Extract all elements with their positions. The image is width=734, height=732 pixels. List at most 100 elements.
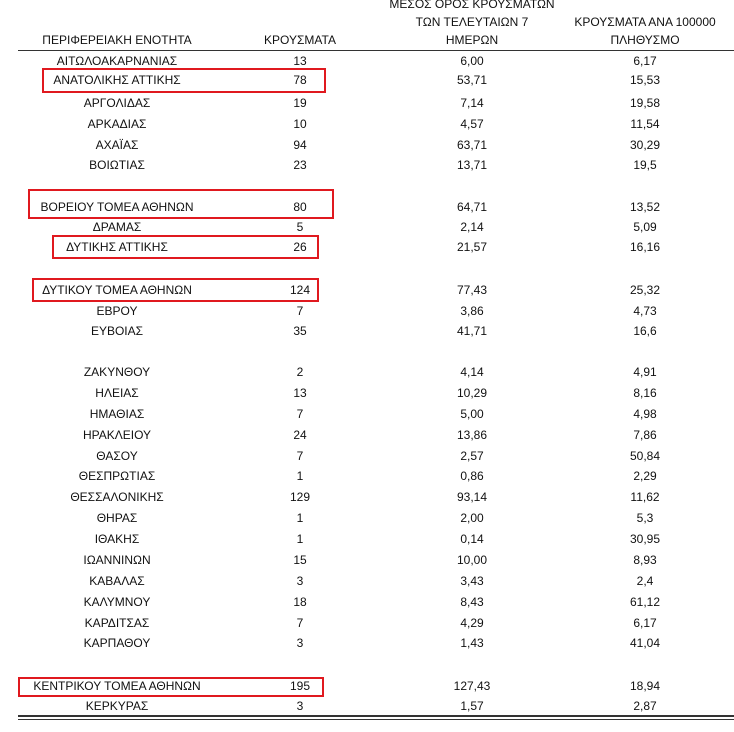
region-name: ΚΕΝΤΡΙΚΟΥ ΤΟΜΕΑ ΑΘΗΝΩΝ (33, 679, 201, 693)
table-cell: 7 (296, 407, 304, 421)
table-cell: 10,00 (456, 553, 488, 567)
region-name: ΘΕΣΠΡΩΤΙΑΣ (78, 469, 156, 483)
table-cell: 11,54 (630, 117, 660, 131)
table-cell: 7 (296, 449, 304, 463)
region-name: ΚΑΡΔΙΤΣΑΣ (84, 616, 150, 630)
bottom-rule (18, 719, 734, 720)
region-name: ΚΕΡΚΥΡΑΣ (85, 699, 149, 713)
table-cell: 16,6 (633, 324, 657, 338)
region-name: ΙΩΑΝΝΙΝΩΝ (83, 553, 151, 567)
table-cell: 6,17 (633, 54, 657, 68)
region-name: ΔΡΑΜΑΣ (92, 220, 142, 234)
table-cell: 5 (296, 220, 304, 234)
region-name: ΑΝΑΤΟΛΙΚΗΣ ΑΤΤΙΚΗΣ (53, 73, 181, 87)
table-cell: 1 (296, 532, 304, 546)
table-cell: 30,29 (629, 138, 661, 152)
table-cell: 80 (293, 200, 307, 214)
table-cell: 10,29 (456, 386, 488, 400)
table-cell: 2,29 (633, 469, 657, 483)
table-cell: 94 (293, 138, 307, 152)
header-cell: ΗΜΕΡΩΝ (445, 33, 499, 47)
table-cell: 41,04 (629, 636, 661, 650)
header-cell: ΠΕΡΙΦΕΡΕΙΑΚΗ ΕΝΟΤΗΤΑ (42, 33, 192, 47)
region-name: ΗΜΑΘΙΑΣ (89, 407, 145, 421)
table-cell: 16,16 (629, 240, 661, 254)
table-cell: 2,00 (460, 511, 484, 525)
table-cell: 5,3 (636, 511, 654, 525)
highlight-box (28, 189, 334, 219)
table-cell: 78 (293, 73, 307, 87)
region-name: ΒΟΙΩΤΙΑΣ (89, 158, 145, 172)
table-cell: 3 (296, 574, 304, 588)
table-cell: 124 (289, 283, 311, 297)
table-cell: 1 (296, 469, 304, 483)
table-cell: 18 (293, 595, 307, 609)
header-cell: ΜΕΣΟΣ ΟΡΟΣ ΚΡΟΥΣΜΑΤΩΝ (389, 0, 555, 11)
table-cell: 2,57 (460, 449, 484, 463)
table-cell: 13 (293, 386, 307, 400)
region-name: ΑΙΤΩΛΟΑΚΑΡΝΑΝΙΑΣ (56, 54, 178, 68)
table-cell: 1 (296, 511, 304, 525)
table-cell: 0,14 (460, 532, 484, 546)
table-cell: 21,57 (456, 240, 488, 254)
highlight-box (42, 68, 326, 93)
table-cell: 4,98 (633, 407, 657, 421)
region-name: ΘΑΣΟΥ (96, 449, 138, 463)
table-cell: 127,43 (453, 679, 491, 693)
region-name: ΔΥΤΙΚΗΣ ΑΤΤΙΚΗΣ (66, 240, 168, 254)
table-cell: 13,86 (456, 428, 488, 442)
table-cell: 25,32 (629, 283, 661, 297)
region-name: ΕΥΒΟΙΑΣ (90, 324, 144, 338)
table-cell: 3 (296, 699, 304, 713)
table-cell: 61,12 (629, 595, 661, 609)
table-cell: 4,73 (633, 304, 657, 318)
table-cell: 195 (289, 679, 311, 693)
region-name: ΑΡΚΑΔΙΑΣ (87, 117, 147, 131)
region-name: ΒΟΡΕΙΟΥ ΤΟΜΕΑ ΑΘΗΝΩΝ (40, 200, 194, 214)
table-cell: 24 (293, 428, 307, 442)
table-cell: 50,84 (629, 449, 661, 463)
table-cell: 30,95 (629, 532, 661, 546)
table-cell: 2,87 (633, 699, 657, 713)
table-cell: 53,71 (456, 73, 488, 87)
highlight-box (52, 235, 319, 259)
region-name: ΘΕΣΣΑΛΟΝΙΚΗΣ (70, 490, 164, 504)
table-cell: 2 (296, 365, 304, 379)
region-name: ΚΑΛΥΜΝΟΥ (83, 595, 151, 609)
table-cell: 4,91 (633, 365, 657, 379)
header-cell: ΤΩΝ ΤΕΛΕΥΤΑΙΩΝ 7 (415, 15, 529, 29)
header-cell: ΚΡΟΥΣΜΑΤΑ ΑΝΑ 100000 (574, 15, 716, 29)
header-rule (18, 50, 734, 51)
table-cell: 18,94 (629, 679, 661, 693)
region-name: ΑΡΓΟΛΙΔΑΣ (83, 96, 151, 110)
table-cell: 19,5 (633, 158, 657, 172)
table-cell: 13 (293, 54, 307, 68)
table-cell: 8,43 (460, 595, 484, 609)
table-cell: 11,62 (630, 490, 660, 504)
table-cell: 7 (296, 616, 304, 630)
table-cell: 63,71 (456, 138, 488, 152)
table-cell: 1,57 (460, 699, 484, 713)
table-cell: 3,86 (460, 304, 484, 318)
table-cell: 13,52 (629, 200, 661, 214)
table-cell: 6,00 (460, 54, 484, 68)
table-cell: 2,14 (460, 220, 484, 234)
table-cell: 23 (293, 158, 307, 172)
table-cell: 8,16 (633, 386, 657, 400)
bottom-rule (18, 715, 734, 717)
table-cell: 3 (296, 636, 304, 650)
region-name: ΘΗΡΑΣ (96, 511, 138, 525)
region-name: ΙΘΑΚΗΣ (94, 532, 140, 546)
table-cell: 3,43 (460, 574, 484, 588)
highlight-box (18, 677, 324, 697)
region-name: ΚΑΒΑΛΑΣ (89, 574, 145, 588)
region-name: ΕΒΡΟΥ (96, 304, 138, 318)
region-name: ΚΑΡΠΑΘΟΥ (83, 636, 151, 650)
table-cell: 41,71 (456, 324, 488, 338)
highlight-box (32, 278, 319, 302)
table-cell: 93,14 (456, 490, 488, 504)
table-cell: 4,57 (460, 117, 484, 131)
table-cell: 5,09 (633, 220, 657, 234)
table-cell: 64,71 (456, 200, 488, 214)
